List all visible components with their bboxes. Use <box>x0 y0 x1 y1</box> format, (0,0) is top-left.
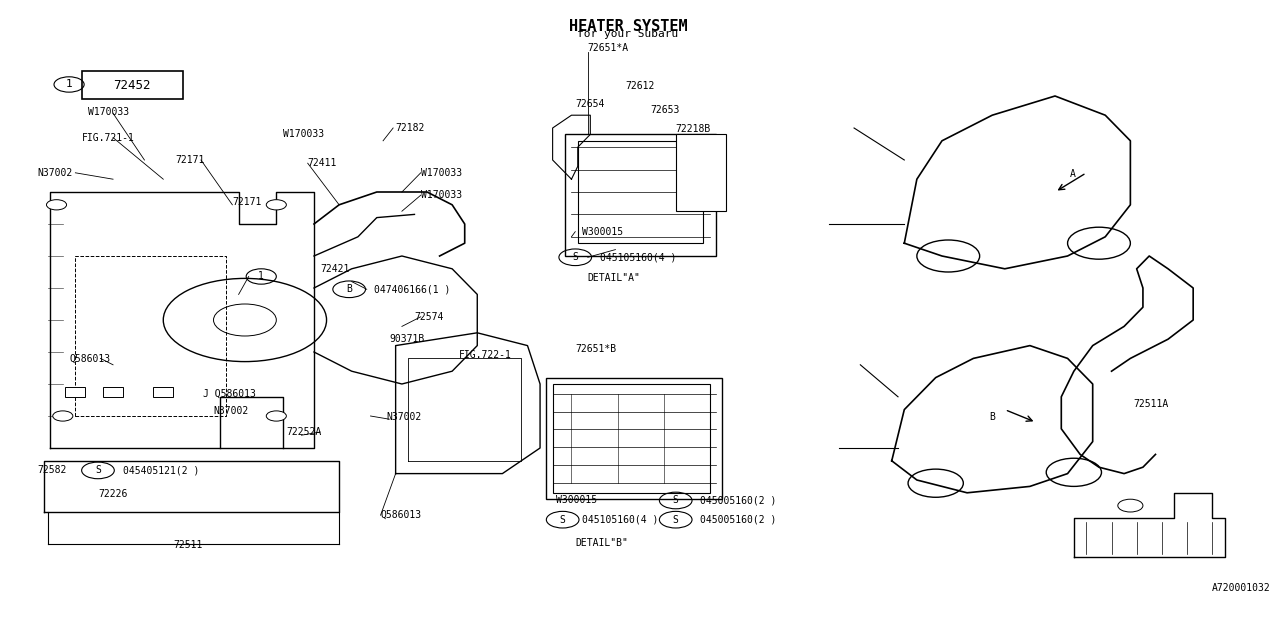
Text: 72574: 72574 <box>415 312 444 322</box>
Text: S: S <box>95 465 101 476</box>
Text: Q586013: Q586013 <box>69 353 110 364</box>
Text: W170033: W170033 <box>421 168 462 178</box>
Bar <box>553 384 709 493</box>
Text: 045005160(2 ): 045005160(2 ) <box>700 495 776 506</box>
Text: 72651*A: 72651*A <box>588 43 628 53</box>
Text: W170033: W170033 <box>88 107 129 117</box>
Text: FIG.721-1: FIG.721-1 <box>82 132 134 143</box>
Text: S: S <box>673 515 678 525</box>
Text: N37002: N37002 <box>387 412 422 422</box>
Text: 72171: 72171 <box>233 196 261 207</box>
Text: W300015: W300015 <box>557 495 598 506</box>
Text: W170033: W170033 <box>283 129 324 140</box>
Text: B: B <box>346 284 352 294</box>
Text: B: B <box>989 412 996 422</box>
Text: S: S <box>559 515 566 525</box>
Text: 1: 1 <box>65 79 73 90</box>
Text: 045405121(2 ): 045405121(2 ) <box>123 465 200 476</box>
Text: 90371B: 90371B <box>389 334 425 344</box>
Bar <box>547 378 722 499</box>
Text: W170033: W170033 <box>421 190 462 200</box>
Text: 72452: 72452 <box>113 79 151 92</box>
Text: S: S <box>673 495 678 506</box>
Text: DETAIL"A": DETAIL"A" <box>588 273 641 284</box>
Circle shape <box>266 200 287 210</box>
Text: 045105160(4 ): 045105160(4 ) <box>600 252 677 262</box>
Text: A: A <box>1070 169 1076 179</box>
Text: 047406166(1 ): 047406166(1 ) <box>374 284 451 294</box>
Bar <box>566 134 716 256</box>
Text: 72582: 72582 <box>37 465 67 476</box>
Text: 72511: 72511 <box>173 540 202 550</box>
Text: 045105160(4 ): 045105160(4 ) <box>581 515 658 525</box>
Text: A720001032: A720001032 <box>1212 582 1271 593</box>
Circle shape <box>266 411 287 421</box>
Text: 72252A: 72252A <box>287 427 321 437</box>
Text: 72182: 72182 <box>396 123 425 133</box>
Text: 72218B: 72218B <box>676 124 710 134</box>
Bar <box>102 387 123 397</box>
Text: 72612: 72612 <box>626 81 655 92</box>
Text: 045005160(2 ): 045005160(2 ) <box>700 515 776 525</box>
Text: DETAIL"B": DETAIL"B" <box>575 538 628 548</box>
Text: S: S <box>572 252 579 262</box>
Text: for your Subaru: for your Subaru <box>577 29 678 39</box>
Text: FIG.722-1: FIG.722-1 <box>458 350 511 360</box>
Text: J Q586013: J Q586013 <box>204 388 256 399</box>
Text: 72511A: 72511A <box>1133 399 1169 410</box>
Text: N37002: N37002 <box>37 168 73 178</box>
Text: W300015: W300015 <box>581 227 622 237</box>
Bar <box>676 134 726 211</box>
Text: 72651*B: 72651*B <box>575 344 617 354</box>
Bar <box>577 141 703 243</box>
Text: 72226: 72226 <box>99 489 127 499</box>
FancyBboxPatch shape <box>82 71 183 99</box>
Text: 72653: 72653 <box>650 105 680 115</box>
Text: 1: 1 <box>259 271 264 282</box>
Bar <box>65 387 86 397</box>
Text: N37002: N37002 <box>214 406 248 416</box>
Bar <box>154 387 173 397</box>
Circle shape <box>52 411 73 421</box>
Text: 72171: 72171 <box>175 155 205 165</box>
Text: 72411: 72411 <box>307 158 337 168</box>
Circle shape <box>46 200 67 210</box>
Text: Q586013: Q586013 <box>380 510 421 520</box>
Text: 72421: 72421 <box>320 264 349 274</box>
Text: 72654: 72654 <box>575 99 604 109</box>
Text: HEATER SYSTEM: HEATER SYSTEM <box>568 19 687 34</box>
